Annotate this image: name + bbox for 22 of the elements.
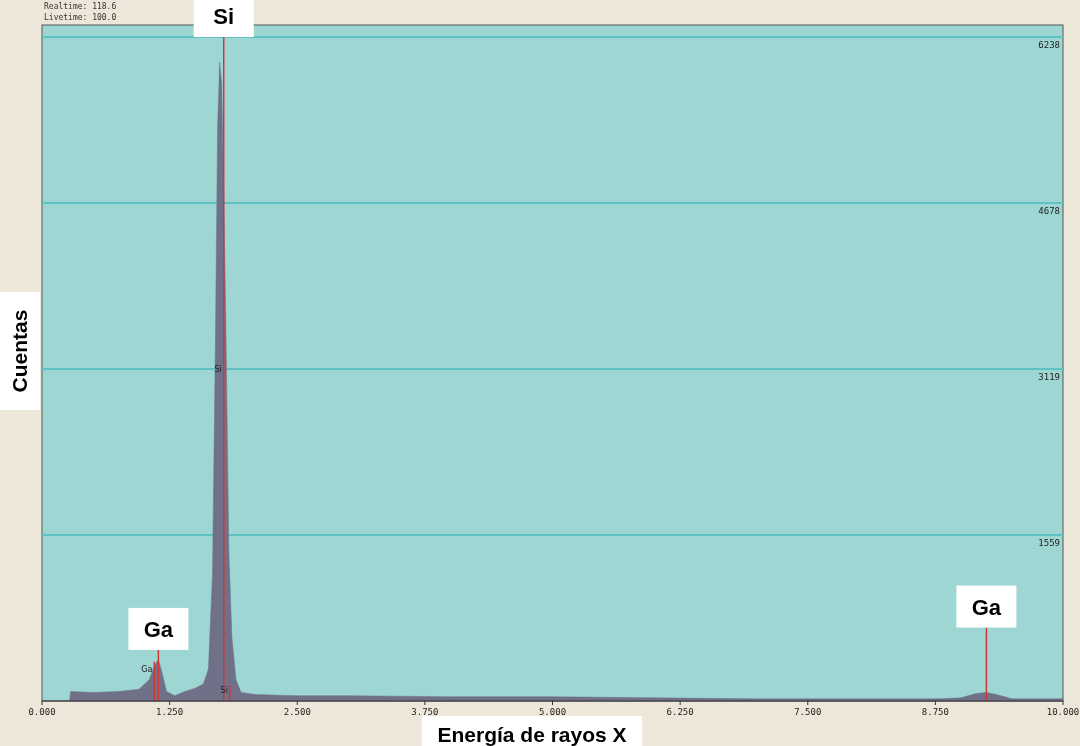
x-tick-label: 7.500: [794, 707, 822, 717]
text: Livetime: 100.0: [44, 13, 117, 22]
y-axis-title: Cuentas: [8, 309, 31, 393]
x-tick-label: 1.250: [156, 707, 184, 717]
x-tick-label: 2.500: [283, 707, 311, 717]
annotation: Ga: [971, 594, 1002, 620]
text: Realtime: 118.6: [44, 2, 117, 11]
y-tick-label: 6238: [1038, 40, 1060, 50]
y-tick-label: 4678: [1038, 206, 1060, 217]
annotation: Si: [214, 365, 222, 374]
x-tick-label: 6.250: [666, 707, 694, 717]
annotation: Ga: [141, 665, 153, 675]
annotation: Si: [213, 4, 235, 29]
x-tick-label: 3.750: [411, 707, 439, 717]
x-tick-label: 8.750: [921, 707, 949, 717]
x-tick-label: 10.000: [1046, 707, 1080, 717]
x-tick-label: 0.000: [28, 707, 56, 717]
x-axis-title: Energía de rayos X: [437, 723, 627, 746]
y-tick-label: 1559: [1038, 538, 1060, 549]
y-tick-label: 3119: [1038, 372, 1060, 382]
annotation: Ga: [143, 616, 174, 642]
x-tick-label: 5.000: [538, 707, 567, 717]
